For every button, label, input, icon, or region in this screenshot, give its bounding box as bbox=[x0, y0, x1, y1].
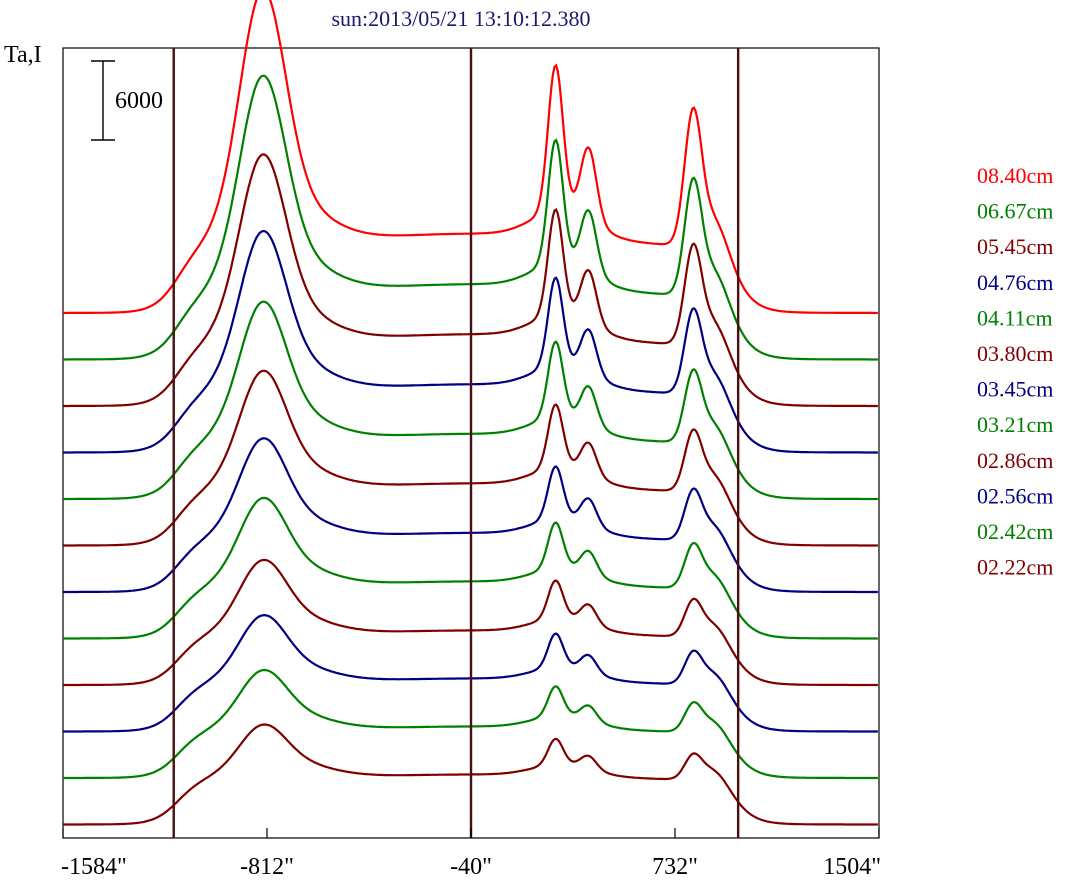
x-tick-layer: -1584" -812" -40" 732" 1504" bbox=[61, 828, 881, 880]
y-axis-label: Ta,I bbox=[4, 42, 42, 68]
legend-item: 04.11cm bbox=[977, 305, 1053, 330]
legend-item: 03.21cm bbox=[977, 412, 1053, 437]
legend-item: 02.22cm bbox=[977, 555, 1053, 580]
legend-item: 02.42cm bbox=[977, 519, 1053, 544]
legend-item: 03.45cm bbox=[977, 377, 1053, 402]
x-tick-label: -1584" bbox=[61, 854, 127, 880]
legend-item: 02.56cm bbox=[977, 483, 1053, 508]
x-tick-label: -40" bbox=[450, 854, 492, 880]
legend-item: 05.45cm bbox=[977, 234, 1053, 259]
x-tick-label: 732" bbox=[652, 854, 698, 880]
chart-title: sun:2013/05/21 13:10:12.380 bbox=[331, 6, 590, 31]
legend-item: 08.40cm bbox=[977, 163, 1053, 188]
legend: 08.40cm 06.67cm 05.45cm 04.76cm 04.11cm 03.80… bbox=[977, 163, 1053, 580]
legend-item: 03.80cm bbox=[977, 341, 1053, 366]
scale-bar: 6000 bbox=[91, 60, 163, 141]
marker-layer bbox=[172, 48, 740, 838]
legend-item: 02.86cm bbox=[977, 448, 1053, 473]
x-tick-label: -812" bbox=[240, 854, 294, 880]
legend-item: 06.67cm bbox=[977, 199, 1053, 224]
legend-item: 04.76cm bbox=[977, 270, 1053, 295]
x-tick-label: 1504" bbox=[823, 854, 881, 880]
scale-bar-label: 6000 bbox=[115, 88, 163, 114]
